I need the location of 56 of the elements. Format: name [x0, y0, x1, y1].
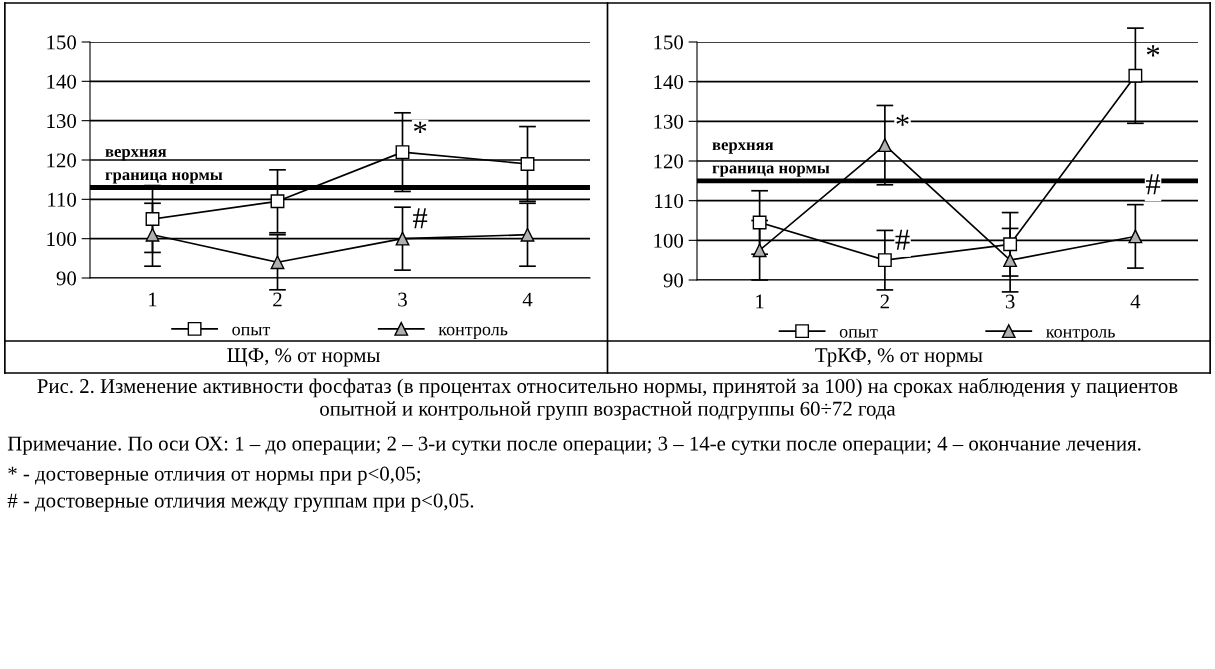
- annotation: #: [895, 229, 910, 250]
- point: [752, 243, 767, 258]
- text: Рис. 2. Изменение активности фосфатаз (в процентах относительно нормы, принятой за 100) на сроках наблюдения у пациентов опытной и контрольной групп возрастной подгруппы 60÷72 года: [37, 378, 1178, 420]
- point: [877, 138, 892, 153]
- y-tick-label: 90: [56, 271, 77, 286]
- annotation: #: [413, 208, 428, 229]
- point: [145, 212, 160, 226]
- y-tick-label: 120: [47, 153, 77, 168]
- ref-line-label: верхняя граница нормы: [105, 148, 223, 184]
- y-tick-label: 90: [663, 273, 684, 288]
- y-tick-label: 110: [655, 194, 684, 209]
- y-tick-label: 110: [48, 192, 77, 207]
- point: [877, 253, 892, 268]
- y-tick-label: 130: [654, 114, 684, 129]
- y-tick-label: 140: [47, 74, 77, 89]
- y-tick-label: 150: [47, 35, 77, 50]
- y-tick-label: 140: [654, 75, 684, 90]
- annotation: *: [1146, 45, 1160, 57]
- text: ТрКФ, % от нормы: [815, 348, 983, 367]
- point: [270, 255, 285, 270]
- text: # - достоверные отличия между группам при p<0,05.: [7, 493, 474, 512]
- x-tick-label: 4: [1130, 294, 1141, 309]
- annotation: *: [413, 121, 427, 133]
- legend-label: опыт: [839, 328, 878, 338]
- y-tick-label: 120: [654, 154, 684, 169]
- point: [145, 227, 160, 242]
- x-tick-label: 2: [273, 292, 282, 307]
- y-tick-label: 150: [654, 35, 684, 50]
- y-tick-label: 130: [47, 114, 77, 129]
- x-tick-label: 3: [398, 292, 407, 307]
- y-tick-label: 100: [47, 232, 77, 247]
- annotation: *: [896, 114, 909, 126]
- y-tick-label: 100: [654, 233, 684, 248]
- legend-label: опыт: [232, 326, 271, 336]
- point: [270, 194, 285, 209]
- x-tick-label: 1: [149, 292, 157, 307]
- point: [1128, 68, 1143, 83]
- text: * - достоверные отличия от нормы при p<0,05;: [8, 466, 420, 485]
- point: [1003, 237, 1018, 252]
- text: ЩФ, % от нормы: [227, 348, 380, 367]
- text: Примечание. По оси ОХ: 1 – до операции; 2 – 3-и сутки после операции; 3 – 14-е сутки после операции; 4 – окончание лечения.: [7, 436, 1141, 455]
- ref-line-label: верхняя граница нормы: [712, 142, 830, 177]
- x-tick-label: 4: [522, 292, 533, 307]
- legend-label: контроль: [1046, 328, 1115, 342]
- point: [1128, 229, 1143, 244]
- x-tick-label: 3: [1005, 294, 1015, 309]
- point: [395, 145, 410, 160]
- x-tick-label: 2: [880, 294, 889, 309]
- point: [1003, 253, 1018, 268]
- point: [395, 231, 410, 246]
- point: [520, 156, 535, 171]
- x-tick-label: 1: [756, 294, 764, 309]
- point: [752, 215, 767, 230]
- annotation: #: [1145, 174, 1161, 195]
- point: [520, 227, 535, 242]
- legend-label: контроль: [438, 326, 508, 340]
